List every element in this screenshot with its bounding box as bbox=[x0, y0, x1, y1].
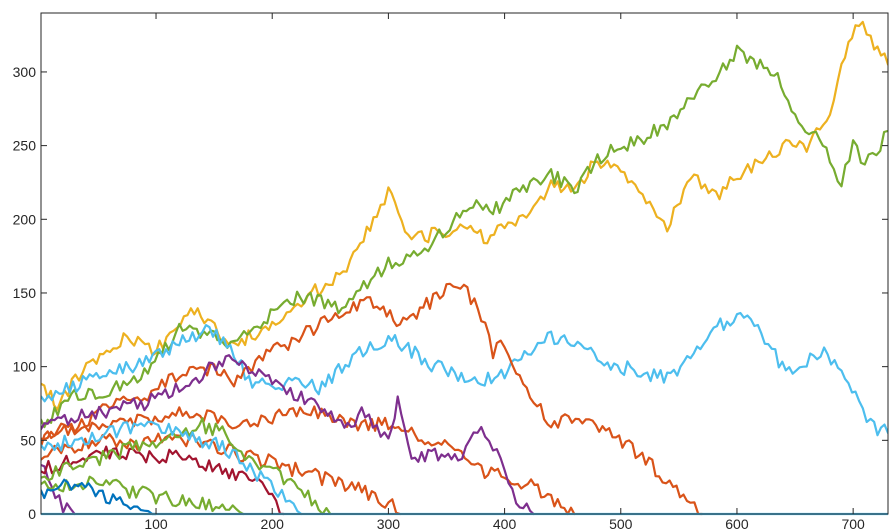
plot-area bbox=[41, 20, 888, 516]
x-tick-label: 300 bbox=[377, 516, 401, 532]
x-tick-label: 700 bbox=[841, 516, 865, 532]
series-line-3 bbox=[41, 311, 888, 437]
x-tick-label: 400 bbox=[493, 516, 517, 532]
x-tick-label: 500 bbox=[609, 516, 633, 532]
y-tick-label: 0 bbox=[28, 506, 36, 522]
series-line-9 bbox=[41, 445, 285, 516]
x-tick-label: 600 bbox=[725, 516, 749, 532]
y-tick-label: 200 bbox=[13, 211, 37, 227]
series-line-10 bbox=[41, 417, 332, 516]
axes: 100 200 300 400 500 600 700 0 50 100 150 200 250 300 bbox=[13, 12, 889, 532]
series-line-13 bbox=[41, 420, 303, 516]
y-tick-label: 250 bbox=[13, 138, 37, 154]
x-tick-label: 200 bbox=[261, 516, 285, 532]
y-tick-label: 100 bbox=[13, 359, 37, 375]
series-line-12 bbox=[41, 478, 158, 516]
series-line-4 bbox=[41, 282, 704, 516]
x-tick-label: 100 bbox=[144, 516, 168, 532]
axes-box bbox=[40, 12, 889, 515]
series-line-5 bbox=[41, 405, 576, 516]
y-tick-label: 50 bbox=[20, 432, 36, 448]
series-line-1 bbox=[41, 20, 888, 411]
y-tick-label: 300 bbox=[13, 64, 37, 80]
series-line-7 bbox=[41, 354, 535, 516]
y-tick-label: 150 bbox=[13, 285, 37, 301]
series-line-8 bbox=[41, 463, 76, 516]
series-line-2 bbox=[41, 44, 888, 429]
